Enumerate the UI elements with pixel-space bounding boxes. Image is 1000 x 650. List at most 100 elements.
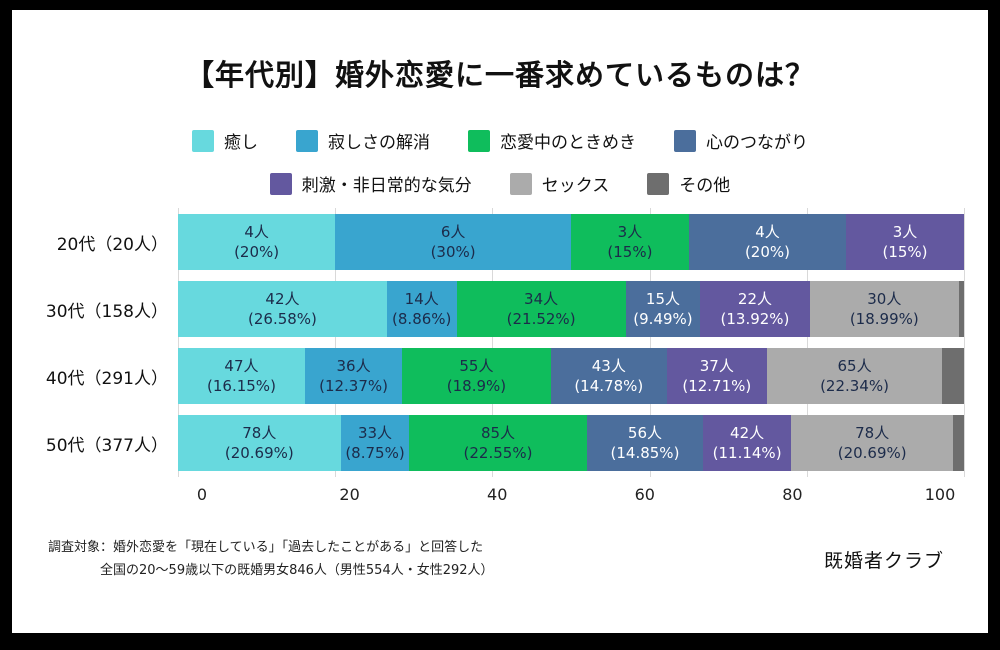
segment-percent-label: (22.34%) [820, 377, 889, 395]
bar-segment: 42人 (26.58%) [178, 281, 387, 337]
legend-swatch [296, 129, 318, 152]
segment-count-label: 55人 [459, 356, 494, 375]
segment-count-label: 22人 [737, 289, 772, 308]
segment-percent-label: (8.86%) [392, 310, 452, 328]
segment-count-label: 30人 [867, 289, 902, 308]
stacked-bar: 47人 (16.15%) 36人 (12.37%) 55人 (18.9%) 43人 (14.7… [178, 348, 964, 404]
stacked-bar: 4人 (20%) 6人 (30%) 3人 (15%) 4人 (20%) 3人 (15%) [178, 214, 964, 270]
bar-segment [953, 415, 964, 471]
brand-logo-text: 既婚者クラブ [823, 550, 944, 573]
legend-item: 心のつながり [674, 128, 808, 153]
chart-card: 【年代別】婚外恋愛に一番求めているものは？ 癒し 寂しさの解消 恋愛中のときめき 心の… [12, 10, 988, 633]
stacked-bar: 78人 (20.69%) 33人 (8.75%) 85人 (22.55%) 56人 (14.8… [178, 415, 964, 471]
axis-tick-label: 100 [924, 485, 956, 504]
legend-swatch [509, 172, 532, 195]
segment-count-label: 36人 [336, 356, 371, 375]
segment-count-label: 3人 [892, 222, 918, 241]
segment-percent-label: (21.52%) [506, 310, 576, 328]
bar-segment: 34人 (21.52%) [456, 281, 626, 337]
bar-segment: 30人 (18.99%) [809, 281, 959, 337]
segment-percent-label: (26.58%) [248, 310, 317, 328]
segment-count-label: 34人 [524, 289, 559, 308]
segment-percent-label: (30%) [430, 243, 476, 261]
legend-item-label: 刺激・非日常的な気分 [301, 176, 472, 196]
segment-percent-label: (18.99%) [849, 310, 919, 328]
bar-row-label: 30代（158人） [45, 301, 168, 322]
bar-row: 50代（377人） 78人 (20.69%) 33人 (8.75%) 85人 (22.55%… [36, 415, 964, 471]
legend-swatch [269, 172, 292, 195]
bar-segment [942, 348, 964, 404]
bar-segment: 36人 (12.37%) [304, 348, 403, 404]
segment-count-label: 15人 [645, 289, 680, 308]
axis-tick-label: 0 [196, 485, 208, 504]
segment-count-label: 4人 [244, 222, 269, 241]
bar-segment: 47人 (16.15%) [178, 348, 305, 404]
segment-count-label: 65人 [837, 356, 872, 375]
segment-count-label: 37人 [699, 356, 734, 375]
legend-row: 癒し 寂しさの解消 恋愛中のときめき 心のつながり [12, 128, 988, 153]
bar-segment: 33人 (8.75%) [340, 415, 410, 471]
legend-item: 刺激・非日常的な気分 [269, 171, 472, 196]
axis-tick-label: 60 [634, 485, 655, 504]
legend-item-label: 恋愛中のときめき [500, 133, 636, 153]
segment-count-label: 4人 [755, 222, 780, 241]
survey-footnote: 調査対象：婚外恋愛を「現在している」「過去したことがある」と回答した 全国の20… [48, 537, 494, 583]
bar-segment: 85人 (22.55%) [409, 415, 587, 471]
segment-percent-label: (16.15%) [207, 377, 276, 395]
bar-segment [958, 281, 964, 337]
bar-segment: 3人 (15%) [846, 214, 964, 270]
segment-percent-label: (20.69%) [837, 444, 907, 462]
segment-count-label: 78人 [855, 423, 890, 442]
legend-row: 刺激・非日常的な気分 セックス その他 [12, 171, 988, 196]
segment-count-label: 43人 [591, 356, 626, 375]
segment-percent-label: (12.71%) [682, 377, 752, 395]
segment-percent-label: (22.55%) [463, 444, 533, 462]
legend-item-label: セックス [541, 176, 610, 196]
footer: 調査対象：婚外恋愛を「現在している」「過去したことがある」と回答した 全国の20… [48, 537, 944, 583]
bar-segment: 55人 (18.9%) [402, 348, 551, 404]
legend-swatch [468, 129, 490, 152]
chart-title: 【年代別】婚外恋愛に一番求めているものは？ [184, 58, 815, 92]
legend-item: 癒し [192, 128, 258, 153]
bar-segment: 42人 (11.14%) [703, 415, 791, 471]
segment-percent-label: (15%) [882, 243, 928, 261]
bar-segment: 3人 (15%) [570, 214, 689, 270]
legend-item-label: 寂しさの解消 [328, 133, 430, 153]
axis-tick-label: 20 [339, 485, 360, 504]
segment-count-label: 42人 [730, 423, 765, 442]
axis-tick-label: 80 [782, 485, 803, 504]
segment-percent-label: (9.49%) [633, 310, 693, 328]
segment-percent-label: (20%) [744, 243, 790, 261]
gridline [964, 208, 965, 477]
legend-item-label: 癒し [224, 133, 258, 153]
footnote-line-1: 調査対象：婚外恋愛を「現在している」「過去したことがある」と回答した [48, 540, 484, 555]
bar-row-label: 20代（20人） [56, 234, 168, 255]
bar-row-label: 50代（377人） [45, 435, 168, 456]
legend-item: その他 [647, 171, 730, 196]
legend-item: 寂しさの解消 [296, 128, 430, 153]
segment-count-label: 33人 [357, 423, 393, 442]
bar-row: 40代（291人） 47人 (16.15%) 36人 (12.37%) 55人 (18.9%… [36, 348, 964, 404]
segment-count-label: 47人 [224, 356, 259, 375]
segment-percent-label: (13.92%) [720, 310, 790, 328]
legend-item: 恋愛中のときめき [468, 128, 636, 153]
legend-swatch [647, 172, 670, 195]
segment-percent-label: (20%) [234, 243, 280, 261]
bar-segment: 6人 (30%) [335, 214, 571, 270]
bar-segment: 4人 (20%) [688, 214, 847, 270]
legend-item: セックス [509, 171, 610, 196]
segment-percent-label: (8.75%) [345, 444, 405, 462]
footnote-line-2: 全国の20〜59歳以下の既婚男女846人（男性554人・女性292人） [100, 562, 494, 578]
segment-count-label: 6人 [440, 222, 466, 241]
x-axis: 0 20 40 60 80 100 [197, 481, 955, 515]
segment-count-label: 3人 [617, 222, 643, 241]
segment-count-label: 42人 [265, 289, 300, 308]
segment-count-label: 85人 [480, 423, 516, 442]
bar-row-label: 40代（291人） [45, 368, 168, 389]
segment-count-label: 56人 [627, 423, 663, 442]
bar-segment: 78人 (20.69%) [178, 415, 341, 471]
segment-percent-label: (15%) [607, 243, 653, 261]
bar-segment: 4人 (20%) [178, 214, 336, 270]
legend-item-label: 心のつながり [706, 133, 808, 153]
bar-segment: 56人 (14.85%) [586, 415, 704, 471]
